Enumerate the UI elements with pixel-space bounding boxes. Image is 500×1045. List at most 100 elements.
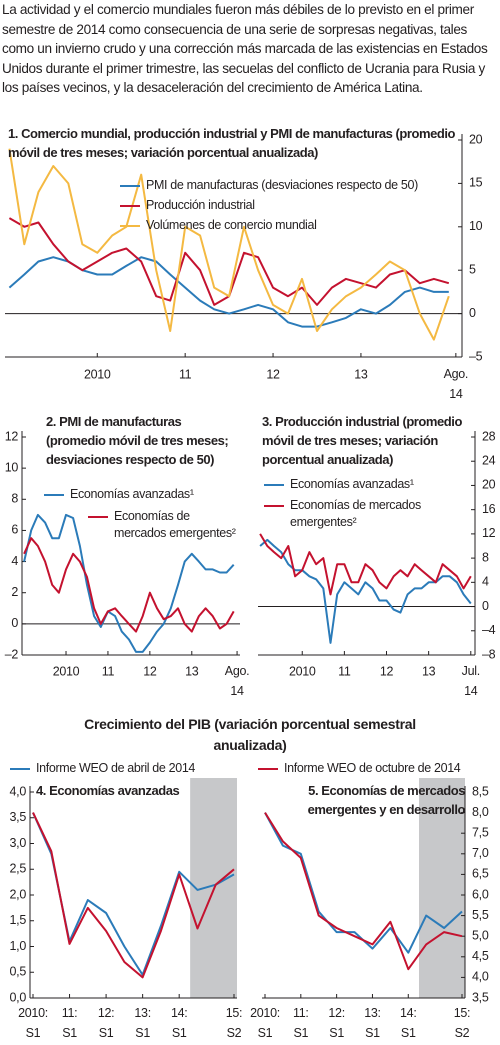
- x-tick-label: 2010: S1: [18, 1006, 48, 1040]
- legend-entry: Economías de mercados emergentes²: [264, 497, 465, 531]
- y-tick-label: 4,0: [472, 970, 489, 984]
- y-tick-label: 12: [5, 429, 19, 443]
- x-tick-label: 12: [143, 664, 157, 678]
- y-tick-label: –8: [482, 647, 496, 661]
- x-tick-label: 15: S2: [226, 1006, 242, 1040]
- y-tick-label: 6: [11, 523, 18, 537]
- legend-entry: Producción industrial: [120, 197, 486, 214]
- y-tick-label: –2: [5, 647, 19, 661]
- y-tick-label: 5: [469, 262, 476, 276]
- y-tick-label: 0: [11, 616, 18, 630]
- legend-swatch: [10, 768, 30, 770]
- intro-text: La actividad y el comercio mundiales fue…: [2, 2, 488, 95]
- chart-title: 2. PMI de manufacturas (promedio móvil d…: [46, 414, 229, 467]
- y-tick-label: 5,0: [472, 928, 489, 942]
- y-tick-label: 8: [11, 492, 18, 506]
- x-tick-label: Ago. 14: [444, 367, 469, 401]
- y-tick-label: 2,5: [10, 862, 27, 876]
- x-tick-label: 13: [354, 367, 368, 381]
- y-tick-label: –4: [482, 623, 496, 637]
- y-tick-label: 0: [482, 599, 489, 613]
- x-tick-label: Ago. 14: [225, 664, 250, 698]
- legend-entry: Economías de mercados emergentes²: [88, 508, 244, 542]
- y-tick-label: 2: [11, 585, 18, 599]
- legend-entry: Informe WEO de octubre de 2014: [258, 760, 500, 777]
- y-tick-label: 1,5: [10, 913, 27, 927]
- y-tick-label: 10: [5, 460, 19, 474]
- legend-swatch: [120, 205, 140, 207]
- y-tick-label: 20: [482, 478, 496, 492]
- y-tick-label: 4: [482, 575, 489, 589]
- legend-swatch: [264, 484, 284, 486]
- series-line: [264, 812, 463, 971]
- chart-title: 4. Economías avanzadas: [36, 783, 180, 798]
- x-tick-label: 14: S1: [171, 1006, 187, 1040]
- y-tick-label: 6,5: [472, 867, 489, 881]
- x-tick-label: 2010: [84, 367, 111, 381]
- series-line: [32, 812, 235, 979]
- y-tick-label: 2,0: [10, 887, 27, 901]
- legend-swatch: [120, 225, 140, 227]
- x-tick-label: 14: S1: [400, 1006, 416, 1040]
- y-tick-label: 20: [469, 132, 483, 146]
- y-tick-label: 7,5: [472, 825, 489, 839]
- series-line: [23, 513, 235, 653]
- y-tick-label: 7,0: [472, 846, 489, 860]
- y-tick-label: 3,5: [10, 810, 27, 824]
- y-tick-label: 4,0: [10, 784, 27, 798]
- y-tick-label: 3,5: [472, 990, 489, 1004]
- chart-title: 1. Comercio mundial, producción industri…: [8, 126, 456, 160]
- legend-swatch: [44, 494, 64, 496]
- section-title: Crecimiento del PIB (variación porcentua…: [84, 716, 416, 753]
- legend-entry: Informe WEO de abril de 2014: [10, 760, 276, 777]
- y-tick-label: 8,0: [472, 805, 489, 819]
- chart-title: 5. Economías de mercados emergentes y en…: [307, 783, 466, 817]
- x-tick-label: Jul. 14: [462, 664, 480, 698]
- y-tick-label: 4: [11, 554, 18, 568]
- series-line: [259, 533, 472, 596]
- chart-title: 3. Producción industrial (promedio móvil…: [262, 414, 462, 467]
- y-tick-label: 24: [482, 454, 496, 468]
- y-tick-label: 28: [482, 429, 496, 443]
- x-tick-label: 11: [102, 664, 115, 678]
- y-tick-label: –5: [469, 349, 483, 363]
- y-tick-label: 3,0: [10, 836, 27, 850]
- x-tick-label: 2010: [53, 664, 80, 678]
- x-tick-label: 15: S2: [454, 1006, 470, 1040]
- y-tick-label: 0: [469, 306, 476, 320]
- x-tick-label: 2010: S1: [250, 1006, 280, 1040]
- y-tick-label: 6,0: [472, 887, 489, 901]
- y-tick-label: 10: [469, 219, 483, 233]
- x-tick-label: 11: S1: [293, 1006, 309, 1040]
- x-tick-label: 13: S1: [134, 1006, 150, 1040]
- y-tick-label: 0,5: [10, 965, 27, 979]
- y-tick-label: 16: [482, 502, 496, 516]
- x-tick-label: 12: S1: [328, 1006, 344, 1040]
- projection-shade: [419, 778, 465, 998]
- y-tick-label: 4,5: [472, 949, 489, 963]
- y-tick-label: 12: [482, 526, 496, 540]
- y-tick-label: 0,0: [10, 990, 27, 1004]
- x-tick-label: 12: [266, 367, 280, 381]
- x-tick-label: 2010: [289, 664, 316, 678]
- legend-swatch: [258, 768, 278, 770]
- x-tick-label: 11: [179, 367, 192, 381]
- x-tick-label: 13: [185, 664, 199, 678]
- legend-entry: Volúmenes de comercio mundial: [120, 217, 486, 234]
- legend-entry: PMI de manufacturas (desviaciones respec…: [120, 177, 486, 194]
- y-tick-label: 8,5: [472, 784, 489, 798]
- x-tick-label: 11: S1: [62, 1006, 78, 1040]
- series-line: [259, 538, 472, 644]
- legend-swatch: [264, 505, 284, 507]
- series-line: [8, 148, 450, 341]
- legend-swatch: [88, 516, 108, 518]
- x-tick-label: 13: [422, 664, 436, 678]
- legend-swatch: [120, 185, 140, 187]
- y-tick-label: 1,0: [10, 939, 27, 953]
- legend-entry: Economías avanzadas¹: [44, 486, 265, 503]
- x-tick-label: 11: [338, 664, 351, 678]
- legend-entry: Economías avanzadas¹: [264, 476, 495, 493]
- y-tick-label: 8: [482, 550, 489, 564]
